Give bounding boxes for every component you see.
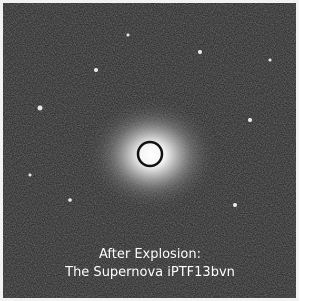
- supernova-glow: [108, 117, 196, 193]
- image: After Explosion: The Supernova iPTF13bvn: [0, 0, 299, 301]
- page: After Explosion: The Supernova iPTF13bvn…: [0, 0, 299, 301]
- caption-line-1: After Explosion:: [99, 247, 201, 262]
- caption-line-2: The Supernova iPTF13bvn: [64, 265, 235, 280]
